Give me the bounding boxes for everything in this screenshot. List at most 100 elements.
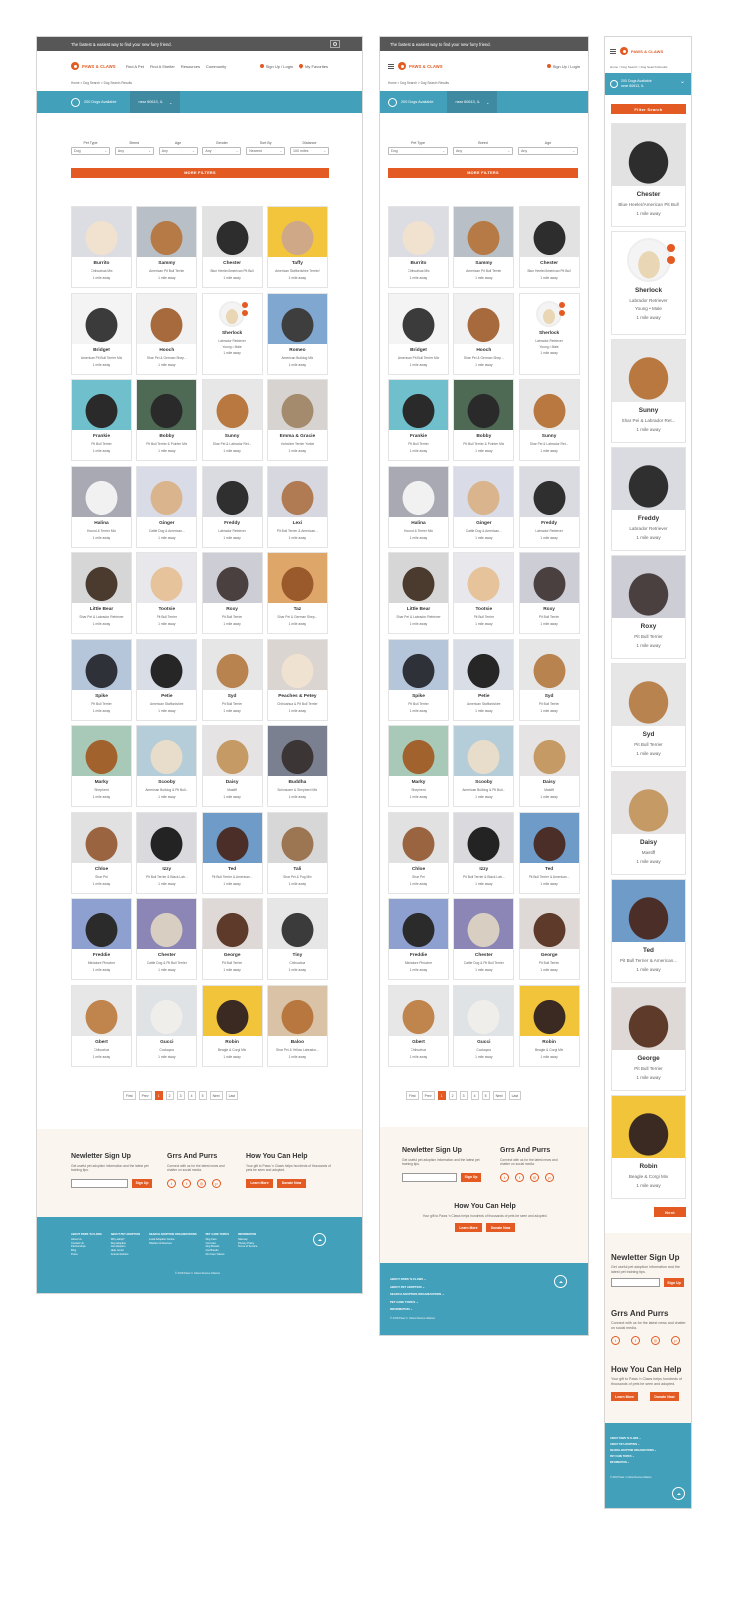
- footer-link[interactable]: Terms of Service: [238, 1245, 258, 1249]
- filter-breed[interactable]: Breed Any ⌄: [114, 141, 154, 155]
- dog-card-gucci[interactable]: Gucci Cockapoo 1 mile away: [453, 984, 515, 1067]
- dog-card-chloe[interactable]: Chloe Shar Pei 1 mile away: [71, 811, 132, 894]
- footer-link[interactable]: Dog Breeds: [205, 1245, 220, 1249]
- dog-card-roxy[interactable]: Roxy Pit Bull Terrier 1 mile away: [201, 552, 263, 634]
- instagram-icon[interactable]: ◎: [651, 1336, 660, 1346]
- dog-card-frankie[interactable]: Frankie Pit Bull Terrier 1 mile away: [71, 379, 132, 461]
- dog-card-freddie[interactable]: Freddie Miniature Pinscher 1 mile away: [71, 898, 132, 980]
- signup-button[interactable]: Sign Up: [461, 1172, 481, 1182]
- dog-card-frankie[interactable]: Frankie Pit Bull Terrier 1 mile away: [388, 379, 449, 461]
- filter-pet-type[interactable]: Pet Type Dog ⌄: [388, 141, 448, 155]
- footer-link[interactable]: About Us: [71, 1237, 82, 1241]
- dog-card-tiny[interactable]: Tiny Chihuahua 1 mile away: [266, 898, 328, 980]
- instagram-icon[interactable]: ◎: [197, 1178, 206, 1188]
- dog-card-bridget[interactable]: Bridget American Pit Bull Terrier Mix 1 mi…: [388, 292, 449, 375]
- footer-accordion[interactable]: ABOUT PET ADOPTION ⌄: [610, 1443, 640, 1446]
- page-1[interactable]: 1: [437, 1091, 446, 1100]
- learn-more-button[interactable]: Learn More: [455, 1223, 482, 1233]
- page-last[interactable]: Last: [225, 1091, 238, 1100]
- filter-age[interactable]: Age Any ⌄: [158, 141, 198, 155]
- filter-distance[interactable]: Distance 100 miles ⌄: [289, 141, 329, 155]
- dog-card-ted[interactable]: Ted Pit Bull Terrier & American... 1 mile …: [611, 879, 686, 983]
- next-button[interactable]: Next: [654, 1207, 686, 1217]
- dog-card-taz[interactable]: Taz Shar Pei & German Shep... 1 mile away: [266, 552, 328, 634]
- page-prev[interactable]: Prev: [138, 1091, 152, 1100]
- footer-accordion[interactable]: ABOUT PAWS 'N CLAWS ⌄: [610, 1437, 641, 1440]
- page-last[interactable]: Last: [508, 1091, 521, 1100]
- dog-card-taffy[interactable]: Taffy American Staffordshire Terrier/1 mi…: [266, 206, 328, 288]
- footer-link[interactable]: Sitemap: [238, 1237, 248, 1241]
- dog-card-george[interactable]: George Pit Bull Terrier 1 mile away: [518, 898, 580, 980]
- instagram-icon[interactable]: ◎: [530, 1172, 539, 1182]
- email-field[interactable]: [71, 1178, 128, 1188]
- footer-link[interactable]: Blog: [71, 1249, 77, 1252]
- dog-card-spike[interactable]: Spike Pit Bull Terrier 1 mile away: [388, 638, 449, 721]
- login-link[interactable]: Sign Up / Login: [546, 64, 580, 69]
- page-2[interactable]: 2: [448, 1091, 457, 1100]
- location-selector[interactable]: near 60613, IL ⌄: [130, 91, 181, 113]
- signup-button[interactable]: Sign Up: [132, 1178, 152, 1188]
- footer-link[interactable]: Privacy Policy: [238, 1241, 255, 1245]
- dog-card-sunny[interactable]: Sunny Shar Pei & Labrador Ret... 1 mile aw…: [518, 379, 580, 461]
- breadcrumb[interactable]: Home > Dog Search > Dog Search Results: [610, 65, 668, 69]
- donate-button[interactable]: Donate Now: [486, 1223, 515, 1233]
- filter-pet-type[interactable]: Pet Type Dog ⌄: [71, 141, 110, 155]
- footer-link[interactable]: Local Adoption Centre: [149, 1237, 175, 1241]
- filter-breed[interactable]: Breed Any ⌄: [453, 141, 513, 155]
- dog-card-hooch[interactable]: Hooch Shar Pei & German Shep... 1 mile awa…: [136, 292, 198, 375]
- email-field[interactable]: [402, 1172, 457, 1182]
- page-3[interactable]: 3: [176, 1091, 185, 1100]
- footer-accordion[interactable]: ABOUT PET ADOPTION ⌄: [390, 1284, 425, 1289]
- login-link[interactable]: Sign Up / Login: [259, 64, 293, 69]
- menu-icon[interactable]: [388, 63, 394, 69]
- logo[interactable]: PAWS & CLAWS: [620, 47, 663, 55]
- dog-card-ginger[interactable]: Ginger Cattle Dog & American... 1 mile awa…: [453, 465, 515, 548]
- page-next[interactable]: Next: [209, 1091, 223, 1100]
- dog-card-syd[interactable]: Syd Pit Bull Terrier 1 mile away: [518, 638, 580, 721]
- footer-link[interactable]: Why adopt?: [110, 1237, 125, 1241]
- footer-accordion[interactable]: SEARCH ADOPTION ORGANIZATIONS ⌄: [390, 1292, 445, 1296]
- dog-card-daisy[interactable]: Daisy Mastiff 1 mile away: [611, 771, 686, 875]
- dog-card-bobby[interactable]: Bobby Pit Bull Terrier & Pointer Mix 1 mil…: [136, 379, 198, 461]
- dog-card-izzy[interactable]: Izzy Pit Bull Terrier & Black Lab... 1 mil…: [136, 811, 198, 894]
- page-5[interactable]: 5: [481, 1091, 490, 1100]
- dog-card-lexi[interactable]: Lexi Pit Bull Terrier & American... 1 mile…: [266, 465, 328, 548]
- donate-button[interactable]: Donate Now: [277, 1178, 306, 1188]
- twitter-icon[interactable]: t: [611, 1336, 620, 1346]
- dog-card-freddy[interactable]: Freddy Labrador Retriever 1 mile away: [518, 465, 580, 548]
- dog-card-marky[interactable]: Marky Shepherd 1 mile away: [71, 725, 132, 807]
- dog-card-little-bear[interactable]: Little Bear Shar Pei & Labrador Retriever…: [71, 552, 132, 634]
- dog-card-chester[interactable]: Chester Blue Heeler/American Pit Bull 1 mi…: [518, 206, 580, 288]
- dog-card-tali[interactable]: Tali Shar Pei & Pug Mix 1 mile away: [266, 811, 328, 894]
- breadcrumb[interactable]: Home > Dog Search > Dog Search Results: [388, 81, 449, 85]
- chevron-down-icon[interactable]: ⌄: [679, 79, 685, 85]
- more-filters-button[interactable]: MORE FILTERS: [388, 168, 578, 178]
- footer-link[interactable]: Dog Care: [205, 1237, 217, 1241]
- footer-link[interactable]: Cat Care: [205, 1241, 216, 1245]
- dog-card-chester[interactable]: Chester Blue Heeler/American Pit Bull 1 mi…: [201, 206, 263, 288]
- dog-card-tootsie[interactable]: Tootsie Pit Bull Terrier 1 mile away: [136, 552, 198, 634]
- dog-card-sherlock[interactable]: Sherlock Labrador Retriever Young • Male 1 …: [518, 292, 580, 375]
- dog-card-little-bear[interactable]: Little Bear Shar Pei & Labrador Retriever…: [388, 552, 449, 634]
- page-1[interactable]: 1: [154, 1091, 163, 1100]
- dog-card-robin[interactable]: Robin Beagle & Corgi Mix 1 mile away: [518, 984, 580, 1067]
- filter-age[interactable]: Age Any ⌄: [518, 141, 578, 155]
- dog-card-peaches-petey[interactable]: Peaches & Petey Chihuahua & Pit Bull Terr…: [266, 638, 328, 721]
- learn-more-button[interactable]: Learn More: [246, 1178, 273, 1188]
- location-selector[interactable]: near 60613, IL: [621, 84, 645, 88]
- dog-card-gucci[interactable]: Gucci Cockapoo 1 mile away: [136, 984, 198, 1067]
- breadcrumb[interactable]: Home > Dog Search > Dog Search Results: [71, 81, 132, 85]
- dog-card-hooch[interactable]: Hooch Shar Pei & German Shep... 1 mile awa…: [453, 292, 515, 375]
- page-prev[interactable]: Prev: [421, 1091, 435, 1100]
- nav-community[interactable]: Community: [205, 63, 227, 69]
- dog-card-spike[interactable]: Spike Pit Bull Terrier 1 mile away: [71, 638, 132, 721]
- dog-card-chloe[interactable]: Chloe Shar Pei 1 mile away: [388, 811, 449, 894]
- pinterest-icon[interactable]: p: [212, 1178, 221, 1188]
- dog-card-chester[interactable]: Chester Cattle Dog & Pit Bull Terrier 1 mi…: [136, 898, 198, 980]
- dog-card-freddy[interactable]: Freddy Labrador Retriever 1 mile away: [201, 465, 263, 548]
- dog-card-scooby[interactable]: Scooby American Bulldog & Pit Bull... 1 mi…: [136, 725, 198, 807]
- dog-card-petie[interactable]: Petie American Staffordshire 1 mile away: [136, 638, 198, 721]
- share-icon[interactable]: [559, 301, 566, 308]
- dog-card-burrito[interactable]: Burrito Chihuahua Mix 1 mile away: [71, 206, 132, 288]
- page-4[interactable]: 4: [470, 1091, 479, 1100]
